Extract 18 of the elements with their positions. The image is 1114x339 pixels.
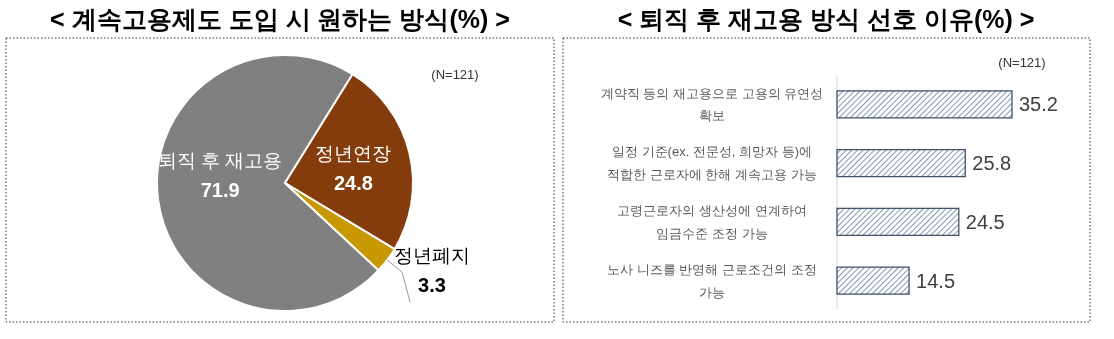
text: (N=121) xyxy=(431,67,479,82)
value-label: 3.3 xyxy=(418,274,446,296)
value-label: 25.8 xyxy=(972,152,1012,175)
value-label: 24.5 xyxy=(965,210,1005,233)
value-label: 35.2 xyxy=(1019,93,1058,116)
category-label: 노사 니즈를 반영해 근로조건의 조정 가능 xyxy=(607,261,817,300)
text: (N=121) xyxy=(998,55,1046,70)
category-label: 정년연장 xyxy=(315,142,392,164)
category-label: 고령근로자의 생산성에 연계하여 임금수준 조정 가능 xyxy=(617,203,807,241)
value-label: 24.8 xyxy=(334,171,373,194)
value-label: 71.9 xyxy=(200,179,240,202)
value-label: 14.5 xyxy=(916,269,956,292)
category-label: 일정 기준(ex. 전문성, 희망자 등)에 적합한 근로자에 한해 계속고용 가능 xyxy=(607,144,817,183)
category-label: 정년폐지 xyxy=(394,245,470,266)
title: < 퇴직 후 재고용 방식 선호 이유(%) > xyxy=(617,5,1035,33)
category-label: 계약직 등의 재고용으로 고용의 유연성 확보 xyxy=(600,85,824,124)
title: < 계속고용제도 도입 시 원하는 방식(%) > xyxy=(50,5,510,33)
category-label: 퇴직 후 재고용 xyxy=(157,150,283,172)
